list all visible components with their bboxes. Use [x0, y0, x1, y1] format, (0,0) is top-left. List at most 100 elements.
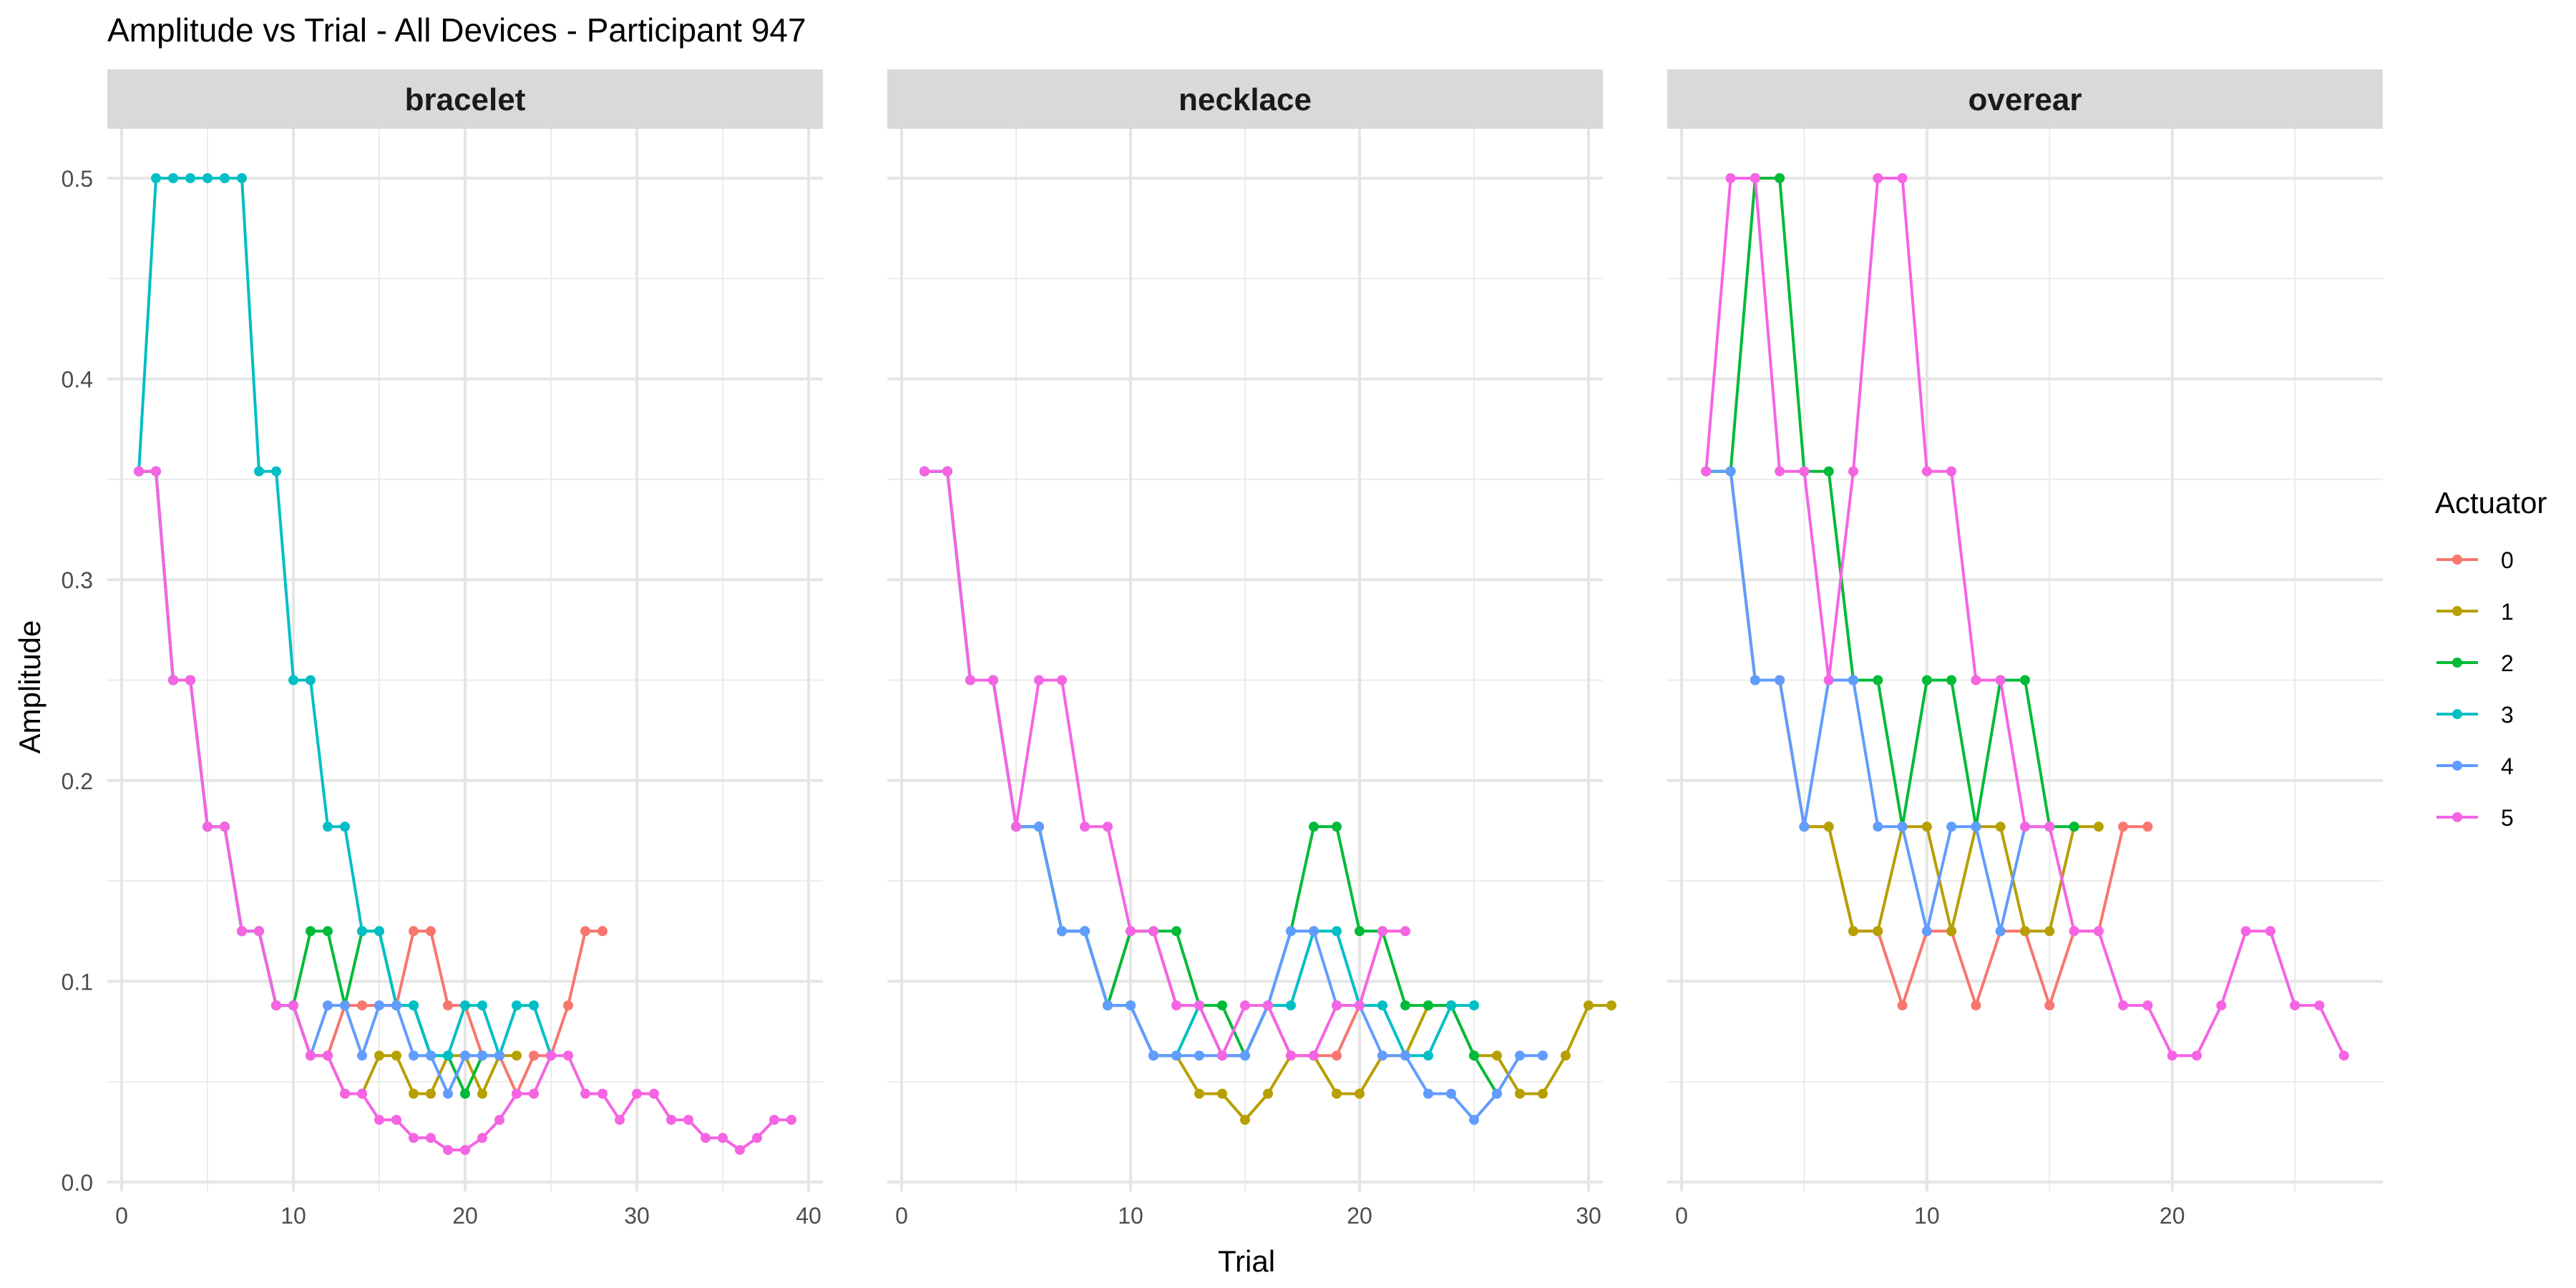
data-point — [1561, 1050, 1571, 1061]
data-point — [1492, 1088, 1502, 1099]
data-point — [1263, 1088, 1273, 1099]
data-point — [597, 926, 608, 937]
series-necklace-actuator-1 — [919, 466, 1616, 1125]
data-point — [2216, 1000, 2227, 1011]
data-point — [1377, 1050, 1387, 1061]
data-point — [919, 466, 930, 477]
data-point — [2192, 1050, 2202, 1061]
y-tick-label: 0.4 — [62, 367, 93, 393]
data-point — [168, 675, 178, 686]
x-tick-label: 40 — [796, 1203, 821, 1229]
data-point — [1750, 173, 1760, 183]
facet-strip-bracelet — [107, 69, 823, 129]
data-point — [649, 1088, 659, 1099]
data-point — [563, 1050, 573, 1061]
data-point — [254, 466, 264, 477]
x-tick-label: 20 — [1347, 1203, 1372, 1229]
legend-label: 3 — [2501, 702, 2514, 728]
data-point — [477, 1050, 487, 1061]
data-point — [2093, 821, 2104, 832]
data-point — [494, 1050, 504, 1061]
data-point — [1946, 821, 1957, 832]
data-point — [1995, 821, 2006, 832]
data-point — [151, 173, 161, 183]
data-point — [134, 466, 144, 477]
data-point — [2069, 926, 2079, 937]
data-point — [426, 1088, 436, 1099]
data-point — [409, 1088, 419, 1099]
data-point — [391, 1050, 401, 1061]
data-point — [2118, 1000, 2129, 1011]
data-point — [1355, 926, 1365, 937]
x-tick-label: 10 — [1118, 1203, 1143, 1229]
facet-strips: bracelet necklace overear — [107, 69, 2383, 129]
data-point — [1057, 675, 1067, 686]
data-point — [1217, 1088, 1227, 1099]
data-layer — [134, 173, 2349, 1156]
data-point — [1034, 675, 1044, 686]
data-point — [374, 1115, 384, 1125]
legend-key-point — [2452, 606, 2462, 616]
data-point — [1848, 926, 1858, 937]
y-tick-label: 0.5 — [62, 166, 93, 192]
data-point — [409, 926, 419, 937]
data-point — [752, 1133, 762, 1143]
data-point — [1701, 466, 1712, 477]
x-tick-label: 0 — [115, 1203, 128, 1229]
y-tick-label: 0.2 — [62, 769, 93, 794]
data-point — [460, 1000, 470, 1011]
legend: Actuator 0 1 2 3 4 5 — [2435, 486, 2547, 831]
data-point — [443, 1145, 453, 1156]
data-point — [1263, 1000, 1273, 1011]
legend-key-point — [2452, 812, 2462, 822]
data-point — [580, 926, 590, 937]
data-point — [988, 675, 998, 686]
data-point — [1309, 926, 1319, 937]
series-line — [137, 177, 552, 1058]
series-bracelet-actuator-3 — [134, 173, 556, 1061]
data-point — [1946, 675, 1957, 686]
data-point — [391, 1115, 401, 1125]
data-point — [1921, 821, 1932, 832]
data-point — [1332, 1050, 1342, 1061]
data-point — [1492, 1050, 1502, 1061]
data-point — [2167, 1050, 2177, 1061]
series-line — [924, 469, 1611, 1121]
legend-key-point — [2452, 761, 2462, 771]
data-point — [632, 1088, 642, 1099]
data-point — [1400, 1050, 1410, 1061]
data-point — [2093, 926, 2104, 937]
legend-title: Actuator — [2435, 486, 2547, 519]
data-point — [426, 1133, 436, 1143]
data-point — [203, 821, 213, 832]
chart-title: Amplitude vs Trial - All Devices - Parti… — [107, 11, 806, 49]
legend-label: 5 — [2501, 805, 2514, 831]
data-point — [1538, 1050, 1548, 1061]
panel-necklace — [887, 129, 1603, 1191]
legend-label: 1 — [2501, 599, 2514, 625]
axis-layer: 0.0 0.1 0.2 0.3 0.4 0.5 0 10 20 30 40 0 10 20 30 0 10 20 — [62, 166, 2185, 1229]
data-point — [220, 821, 230, 832]
data-point — [1725, 466, 1736, 477]
x-axis-title: Trial — [1218, 1244, 1275, 1278]
data-point — [323, 1000, 333, 1011]
data-point — [1011, 821, 1021, 832]
data-point — [340, 821, 350, 832]
data-point — [1469, 1050, 1479, 1061]
facet-strip-overear — [1667, 69, 2383, 129]
data-point — [2314, 1000, 2325, 1011]
data-point — [237, 173, 247, 183]
y-axis-title: Amplitude — [13, 620, 47, 754]
legend-item-3: 3 — [2436, 702, 2514, 728]
data-point — [409, 1133, 419, 1143]
data-point — [1469, 1115, 1479, 1125]
panel-overear — [1667, 129, 2383, 1191]
data-point — [168, 173, 178, 183]
data-point — [1126, 926, 1136, 937]
data-point — [1995, 675, 2006, 686]
facet-strip-necklace — [887, 69, 1603, 129]
data-point — [288, 675, 298, 686]
data-point — [374, 926, 384, 937]
data-point — [409, 1050, 419, 1061]
legend-label: 4 — [2501, 753, 2514, 779]
